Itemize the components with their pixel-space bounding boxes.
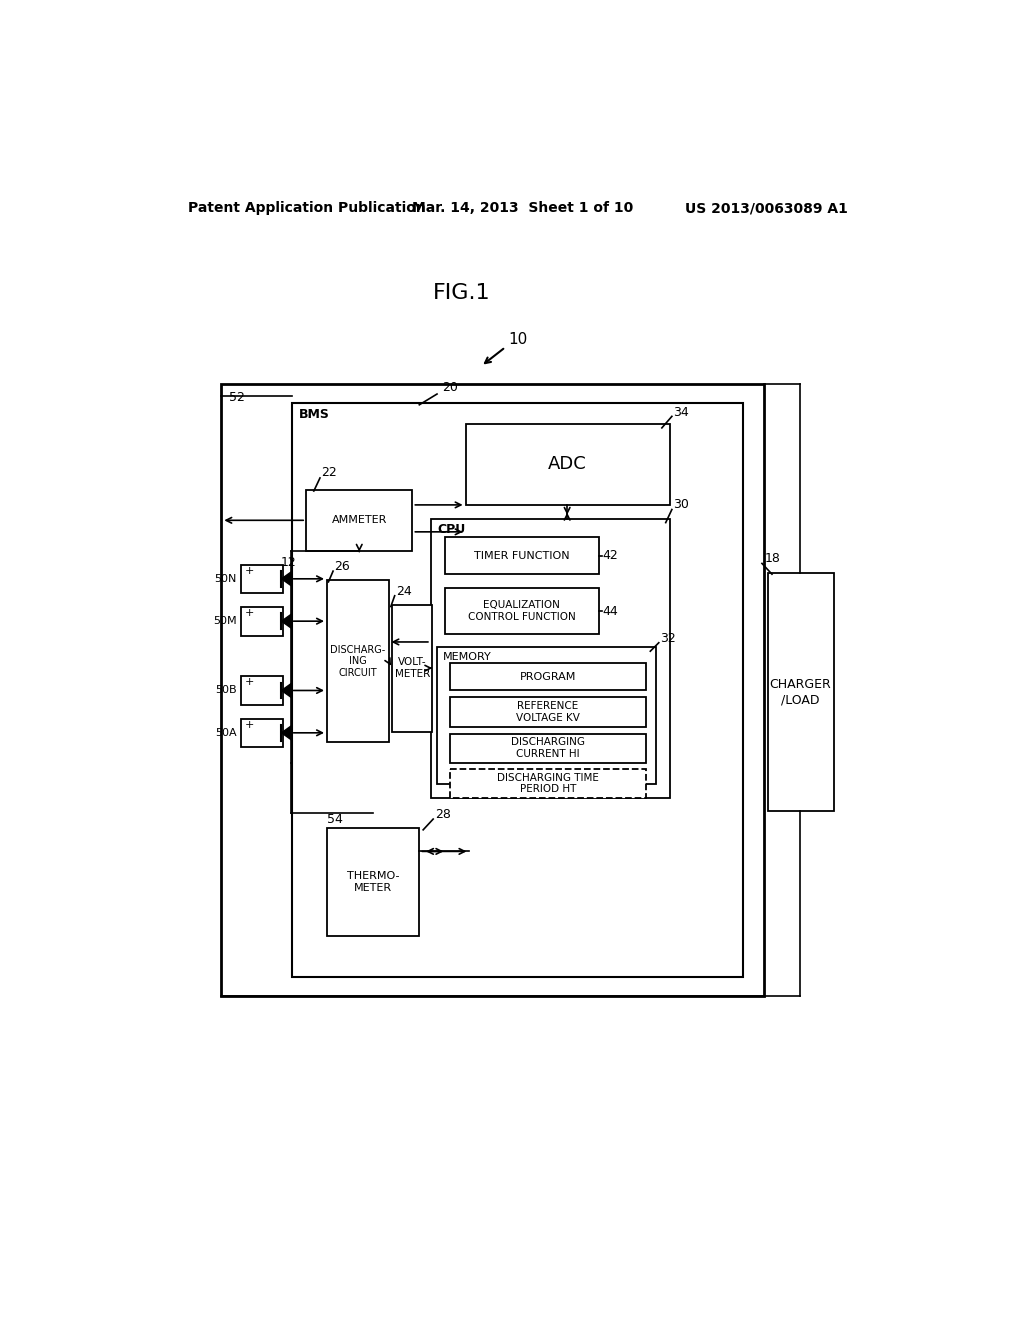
Text: VOLT-
METER: VOLT- METER bbox=[395, 657, 430, 678]
Text: 24: 24 bbox=[396, 585, 412, 598]
Bar bbox=[444, 537, 599, 574]
Bar bbox=[327, 829, 419, 936]
Text: 44: 44 bbox=[602, 605, 618, 618]
Text: ADC: ADC bbox=[548, 455, 587, 473]
Text: 52: 52 bbox=[229, 391, 245, 404]
Bar bbox=[241, 607, 283, 636]
Text: 20: 20 bbox=[442, 381, 459, 395]
Bar bbox=[451, 770, 646, 799]
Text: 32: 32 bbox=[660, 631, 676, 644]
Text: 54: 54 bbox=[327, 813, 343, 825]
Text: 42: 42 bbox=[602, 549, 618, 562]
Polygon shape bbox=[282, 725, 292, 741]
Text: +: + bbox=[245, 677, 254, 686]
Text: MEMORY: MEMORY bbox=[443, 652, 492, 663]
Text: 34: 34 bbox=[674, 407, 689, 418]
Text: +: + bbox=[245, 566, 254, 576]
Text: 22: 22 bbox=[322, 466, 337, 479]
Text: 50B: 50B bbox=[215, 685, 237, 696]
Text: 12: 12 bbox=[281, 556, 297, 569]
Bar bbox=[392, 605, 432, 733]
Text: CPU: CPU bbox=[437, 523, 465, 536]
Text: BMS: BMS bbox=[298, 408, 330, 421]
Text: US 2013/0063089 A1: US 2013/0063089 A1 bbox=[685, 202, 848, 215]
Text: 18: 18 bbox=[764, 552, 780, 565]
Bar bbox=[768, 573, 834, 812]
Bar bbox=[327, 581, 388, 742]
Text: CHARGER
/LOAD: CHARGER /LOAD bbox=[770, 678, 831, 706]
Text: +: + bbox=[245, 607, 254, 618]
Text: 30: 30 bbox=[674, 499, 689, 511]
Text: 10: 10 bbox=[508, 331, 527, 347]
Bar bbox=[444, 589, 599, 635]
Text: 50N: 50N bbox=[214, 574, 237, 583]
Bar bbox=[241, 719, 283, 747]
Bar bbox=[292, 404, 742, 977]
Text: DISCHARGING TIME
PERIOD HT: DISCHARGING TIME PERIOD HT bbox=[497, 772, 599, 795]
Text: Mar. 14, 2013  Sheet 1 of 10: Mar. 14, 2013 Sheet 1 of 10 bbox=[412, 202, 633, 215]
Bar bbox=[466, 424, 670, 506]
Bar bbox=[437, 647, 656, 784]
Polygon shape bbox=[282, 614, 292, 628]
Text: TIMER FUNCTION: TIMER FUNCTION bbox=[474, 550, 569, 561]
Text: Patent Application Publication: Patent Application Publication bbox=[188, 202, 426, 215]
Bar bbox=[241, 676, 283, 705]
Bar bbox=[431, 519, 670, 797]
Bar bbox=[241, 565, 283, 594]
Text: PROGRAM: PROGRAM bbox=[520, 672, 577, 681]
Text: 26: 26 bbox=[335, 560, 350, 573]
Text: DISCHARGING
CURRENT HI: DISCHARGING CURRENT HI bbox=[511, 738, 585, 759]
Polygon shape bbox=[282, 572, 292, 586]
Text: +: + bbox=[245, 721, 254, 730]
Text: EQUALIZATION
CONTROL FUNCTION: EQUALIZATION CONTROL FUNCTION bbox=[468, 601, 575, 622]
Polygon shape bbox=[282, 682, 292, 698]
Text: 50A: 50A bbox=[215, 727, 237, 738]
Text: 28: 28 bbox=[435, 808, 451, 821]
Text: THERMO-
METER: THERMO- METER bbox=[347, 871, 399, 894]
Text: REFERENCE
VOLTAGE KV: REFERENCE VOLTAGE KV bbox=[516, 701, 580, 723]
Text: AMMETER: AMMETER bbox=[332, 515, 387, 525]
Bar bbox=[451, 663, 646, 690]
Bar bbox=[451, 734, 646, 763]
Text: DISCHARG-
ING
CIRCUIT: DISCHARG- ING CIRCUIT bbox=[330, 644, 385, 677]
Bar bbox=[306, 490, 413, 552]
Text: 50M: 50M bbox=[213, 616, 237, 626]
Bar bbox=[221, 384, 764, 997]
Text: FIG.1: FIG.1 bbox=[433, 284, 490, 304]
Bar bbox=[451, 697, 646, 726]
